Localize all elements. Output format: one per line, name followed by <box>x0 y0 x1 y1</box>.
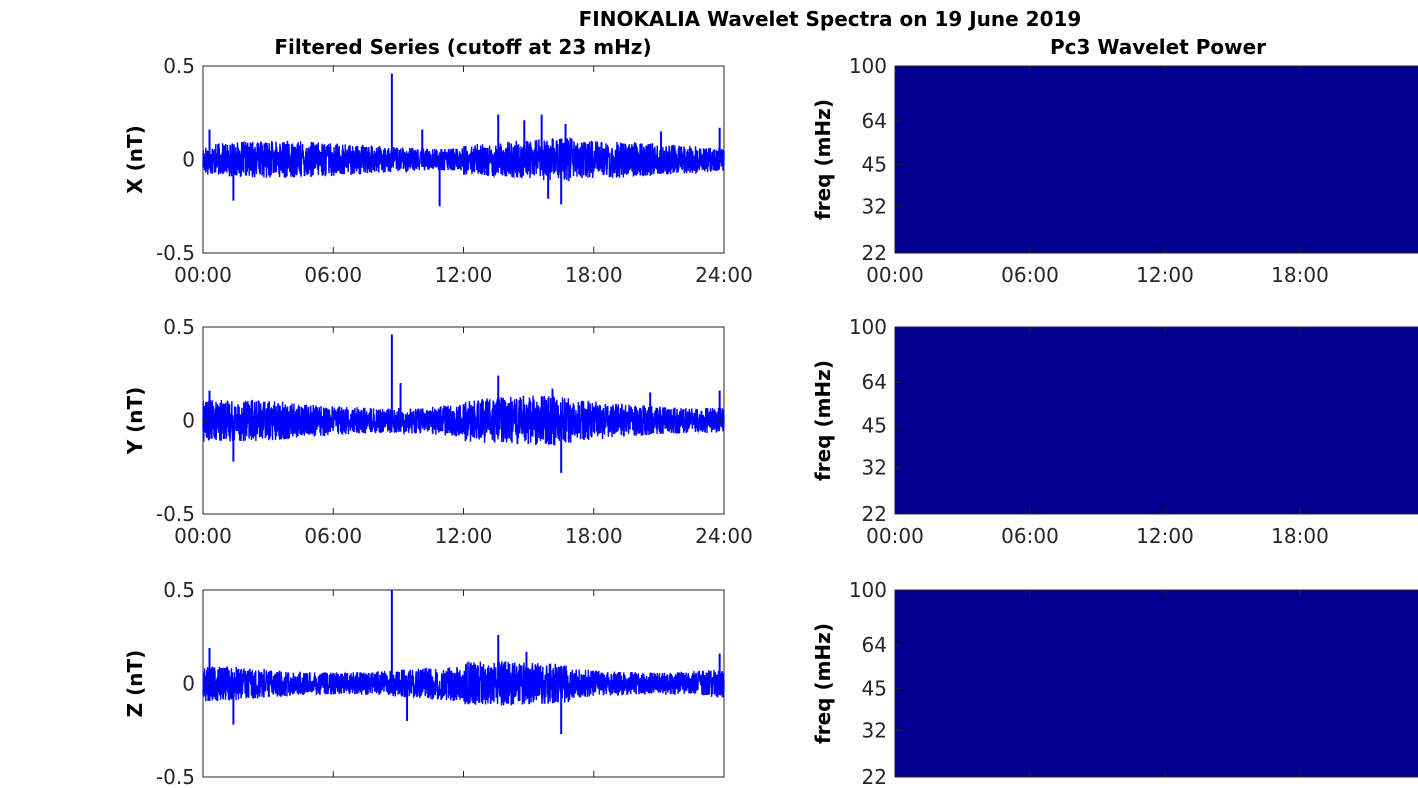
series-y-trace <box>202 395 725 446</box>
power-z-ytick-label: 64 <box>862 633 887 657</box>
power-z-ytick-label: 22 <box>862 765 887 788</box>
series-x-trace <box>202 137 725 182</box>
power-y-ytick-label: 32 <box>862 456 887 480</box>
series-y-ytick-label: 0.5 <box>163 315 195 339</box>
series-y-ytick-label: 0 <box>182 409 195 433</box>
series-x-xtick-label: 12:00 <box>435 263 493 287</box>
series-z-ytick-label: 0.5 <box>163 578 195 602</box>
power-x-ylabel: freq (mHz) <box>811 99 835 220</box>
power-y-xtick-label: 12:00 <box>1136 524 1194 548</box>
power-x-ytick-label: 32 <box>862 195 887 219</box>
series-z-ytick-label: 0 <box>182 672 195 696</box>
power-z-ytick-label: 32 <box>862 719 887 743</box>
series-z-ytick-label: -0.5 <box>156 765 195 788</box>
power-x-heatmap <box>894 65 1418 254</box>
series-x-xtick-label: 06:00 <box>304 263 362 287</box>
power-y-ytick-label: 100 <box>849 315 887 339</box>
power-y-ytick-label: 45 <box>862 414 887 438</box>
right-column-title: Pc3 Wavelet Power <box>1050 35 1266 59</box>
power-y-ytick-label: 64 <box>862 370 887 394</box>
series-y-xtick-label: 12:00 <box>435 524 493 548</box>
series-x-ytick-label: -0.5 <box>156 241 195 265</box>
figure-suptitle: FINOKALIA Wavelet Spectra on 19 June 201… <box>579 7 1082 31</box>
power-y-xtick-label: 06:00 <box>1001 524 1059 548</box>
series-x-ylabel: X (nT) <box>123 125 147 194</box>
power-x-ytick-label: 45 <box>862 153 887 177</box>
series-y-xtick-label: 24:00 <box>695 524 753 548</box>
left-column-title: Filtered Series (cutoff at 23 mHz) <box>274 35 651 59</box>
power-x-xtick-label: 00:00 <box>866 263 924 287</box>
power-x-xtick-label: 18:00 <box>1271 263 1329 287</box>
power-z-ytick-label: 100 <box>849 578 887 602</box>
power-y-ytick-label: 22 <box>862 502 887 526</box>
series-z-trace <box>202 661 725 706</box>
series-x-xtick-label: 18:00 <box>565 263 623 287</box>
power-z-ylabel: freq (mHz) <box>811 623 835 744</box>
series-z-ylabel: Z (nT) <box>123 650 147 718</box>
power-x-ytick-label: 64 <box>862 109 887 133</box>
series-y-ytick-label: -0.5 <box>156 502 195 526</box>
power-y-heatmap <box>894 326 1418 515</box>
series-x-ytick-label: 0 <box>182 148 195 172</box>
series-x-xtick-label: 24:00 <box>695 263 753 287</box>
power-z-heatmap <box>894 589 1418 778</box>
power-x-xtick-label: 12:00 <box>1136 263 1194 287</box>
power-z-ytick-label: 45 <box>862 677 887 701</box>
power-x-xtick-label: 06:00 <box>1001 263 1059 287</box>
series-y-xtick-label: 18:00 <box>565 524 623 548</box>
power-y-ylabel: freq (mHz) <box>811 360 835 481</box>
power-x-ytick-label: 22 <box>862 241 887 265</box>
series-y-ylabel: Y (nT) <box>123 387 147 456</box>
power-y-xtick-label: 18:00 <box>1271 524 1329 548</box>
power-x-ytick-label: 100 <box>849 54 887 78</box>
series-x-ytick-label: 0.5 <box>163 54 195 78</box>
series-y-xtick-label: 00:00 <box>174 524 232 548</box>
series-y-xtick-label: 06:00 <box>304 524 362 548</box>
power-y-xtick-label: 00:00 <box>866 524 924 548</box>
series-x-xtick-label: 00:00 <box>174 263 232 287</box>
